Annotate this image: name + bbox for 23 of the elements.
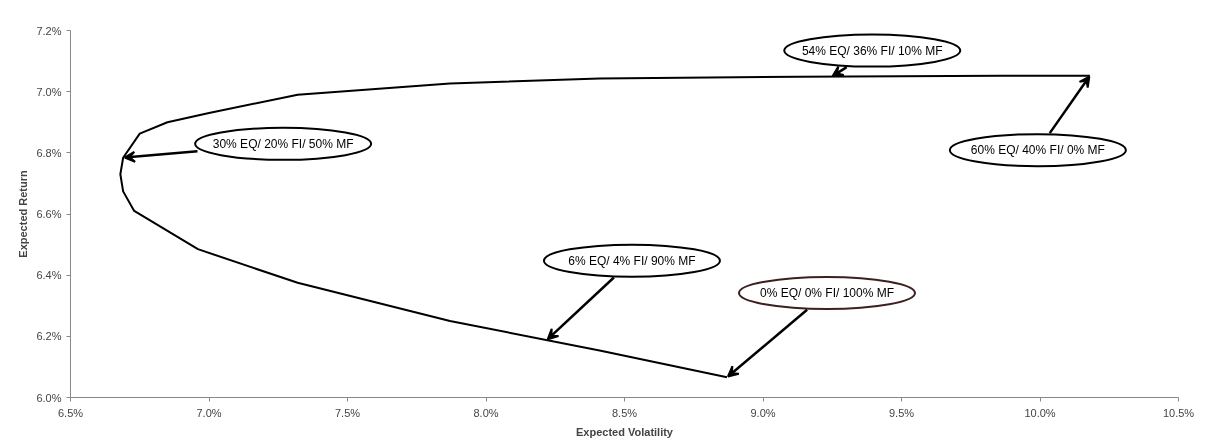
x-tick-label: 8.0%: [473, 406, 499, 419]
x-tick-label: 8.5%: [611, 406, 638, 419]
x-tick-label: 7.5%: [334, 406, 361, 419]
x-tick-label: 6.5%: [57, 406, 84, 419]
x-tick-label: 9.5%: [888, 406, 915, 419]
x-tick-label: 9.0%: [750, 406, 776, 419]
y-tick-label: 6.0%: [36, 391, 62, 404]
y-tick-label: 6.4%: [36, 269, 62, 282]
annotation: 0% EQ/ 0% FI/ 100% MF: [759, 286, 895, 300]
x-axis-title: Expected Volatility: [576, 425, 674, 438]
annotation: 60% EQ/ 40% FI/ 0% MF: [970, 143, 1105, 158]
y-tick-label: 6.8%: [36, 146, 62, 159]
y-tick-label: 6.2%: [36, 330, 62, 343]
x-tick-label: 10.5%: [1162, 406, 1195, 419]
x-tick-label: 7.0%: [196, 406, 222, 419]
y-tick-label: 6.6%: [36, 208, 62, 220]
y-tick-label: 7.2%: [36, 24, 62, 37]
y-axis-title: Expected Return: [17, 170, 30, 258]
y-tick-label: 7.0%: [36, 85, 62, 98]
annotation: 6% EQ/ 4% FI/ 90% MF: [568, 253, 696, 268]
annotation: 30% EQ/ 20% FI/ 50% MF: [212, 136, 354, 151]
x-tick-label: 10.0%: [1024, 406, 1056, 419]
annotation: 54% EQ/ 36% FI/ 10% MF: [801, 43, 943, 58]
